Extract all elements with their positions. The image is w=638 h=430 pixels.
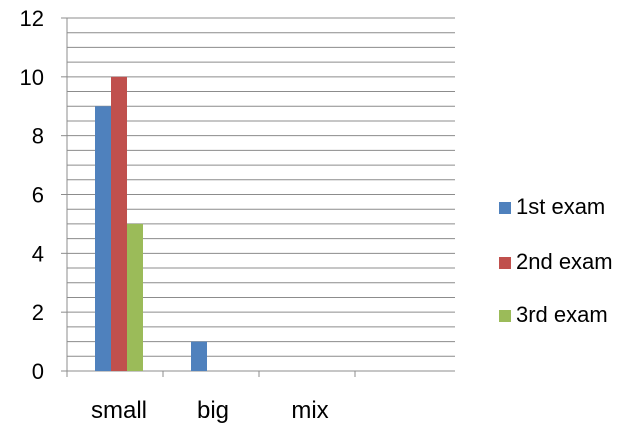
- bar-2nd-exam-small: [111, 76, 127, 371]
- bar-3rd-exam-small: [127, 223, 143, 371]
- legend-label: 2nd exam: [516, 249, 613, 274]
- y-tick-label: 10: [20, 65, 44, 90]
- y-tick-label: 8: [32, 124, 44, 149]
- y-tick-label: 0: [32, 359, 44, 384]
- legend-label: 3rd exam: [516, 302, 608, 327]
- bars: [95, 76, 207, 371]
- legend-swatch: [499, 257, 511, 269]
- y-tick-labels: 0 2 4 6 8 10 12: [20, 6, 44, 384]
- x-category-label: mix: [291, 397, 328, 424]
- bar-1st-exam-small: [95, 106, 111, 371]
- legend-label: 1st exam: [516, 194, 605, 219]
- bar-1st-exam-big: [191, 341, 207, 371]
- x-category-labels: small big mix: [91, 397, 329, 424]
- x-category-label: big: [197, 397, 229, 424]
- y-tick-label: 2: [32, 300, 44, 325]
- x-category-label: small: [91, 397, 147, 424]
- y-tick-label: 6: [32, 183, 44, 208]
- y-tick-label: 12: [20, 6, 44, 31]
- y-tick-label: 4: [32, 241, 44, 266]
- legend-swatch: [499, 310, 511, 322]
- legend-swatch: [499, 202, 511, 214]
- legend: 1st exam 2nd exam 3rd exam: [499, 194, 613, 327]
